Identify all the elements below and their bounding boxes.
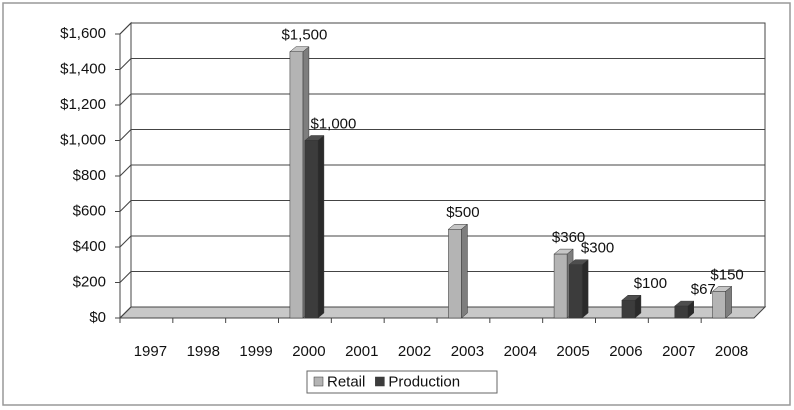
y-tick-label: $1,400 bbox=[60, 60, 106, 77]
data-label: $150 bbox=[710, 266, 743, 283]
grid-line-side bbox=[119, 58, 132, 70]
grid-line-side bbox=[119, 306, 132, 319]
data-label: $300 bbox=[581, 240, 614, 257]
x-tick-label: 2002 bbox=[398, 343, 431, 360]
legend-swatch bbox=[375, 376, 385, 387]
x-tick-label: 2008 bbox=[715, 343, 748, 360]
y-tick-label: $1,200 bbox=[60, 96, 106, 113]
legend-swatch bbox=[313, 376, 324, 387]
legend-label: Production bbox=[388, 373, 460, 390]
bar bbox=[553, 253, 568, 319]
x-tick-label: 1997 bbox=[134, 343, 167, 360]
bar-side bbox=[461, 223, 468, 319]
grid-line-side bbox=[119, 200, 132, 212]
legend-label: Retail bbox=[327, 373, 365, 390]
x-tick-label: 2005 bbox=[556, 343, 589, 360]
grid-line-side bbox=[119, 164, 132, 177]
y-tick-label: $0 bbox=[89, 309, 106, 326]
x-tick-label: 1999 bbox=[239, 343, 272, 360]
grid-line-side bbox=[119, 129, 132, 141]
bar bbox=[568, 264, 583, 319]
data-label: $1,000 bbox=[310, 115, 356, 132]
bar bbox=[621, 300, 636, 319]
data-label: $360 bbox=[552, 229, 585, 246]
grid-line-side bbox=[119, 93, 132, 106]
x-tick-label: 2001 bbox=[345, 343, 378, 360]
bar bbox=[712, 291, 726, 319]
grid-line-side bbox=[119, 235, 132, 248]
y-tick-label: $200 bbox=[73, 273, 106, 290]
bar bbox=[289, 51, 304, 319]
bar bbox=[304, 140, 319, 319]
y-tick-label: $1,600 bbox=[60, 25, 106, 42]
x-tick-label: 2003 bbox=[451, 343, 484, 360]
bar-side bbox=[725, 285, 732, 319]
bar-side bbox=[581, 259, 589, 319]
x-tick-label: 2007 bbox=[662, 343, 695, 360]
bar bbox=[448, 229, 462, 319]
floor bbox=[118, 306, 767, 319]
grid-line-side bbox=[119, 22, 132, 35]
y-tick-label: $800 bbox=[73, 167, 106, 184]
bar bbox=[674, 305, 688, 319]
x-tick-label: 2004 bbox=[504, 343, 537, 360]
bar-side bbox=[317, 134, 325, 319]
x-tick-label: 2006 bbox=[609, 343, 642, 360]
grid-line-side bbox=[119, 271, 132, 283]
legend: Retail Production bbox=[306, 370, 498, 394]
data-label: $1,500 bbox=[281, 27, 327, 44]
data-label: $67 bbox=[691, 281, 716, 298]
y-tick-label: $400 bbox=[73, 238, 106, 255]
data-label: $500 bbox=[446, 204, 479, 221]
x-tick-label: 1998 bbox=[187, 343, 220, 360]
legend-box bbox=[306, 370, 498, 394]
y-tick-label: $600 bbox=[73, 202, 106, 219]
data-label: $100 bbox=[634, 275, 667, 292]
y-tick-label: $1,000 bbox=[60, 131, 106, 148]
x-tick-label: 2000 bbox=[292, 343, 325, 360]
